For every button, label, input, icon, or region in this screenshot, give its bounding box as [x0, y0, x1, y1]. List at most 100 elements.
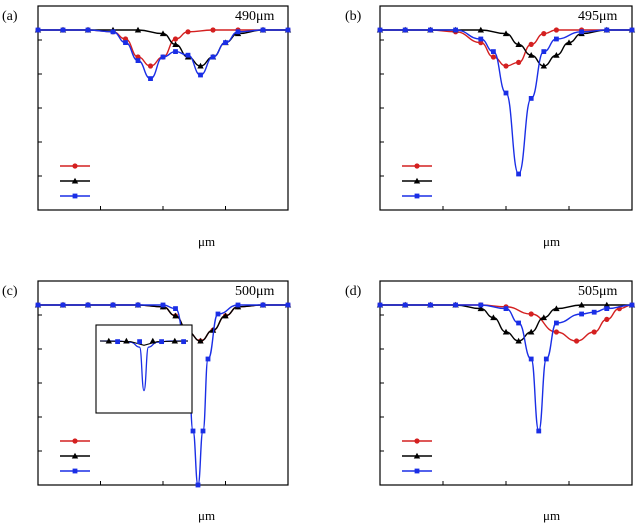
data-point-blue-b: [453, 27, 458, 33]
annotation-c: 500μm: [235, 284, 275, 299]
panel-label-a: (a): [2, 9, 18, 24]
legend-marker-red-d: [414, 438, 420, 444]
data-point-blue-a: [210, 54, 216, 60]
data-point-red-b: [516, 59, 522, 65]
inset-point-black: [123, 337, 130, 344]
data-point-blue-d: [604, 306, 610, 311]
data-point-blue-b: [579, 29, 584, 35]
legend-marker-red-a: [72, 163, 78, 169]
data-point-blue-a: [35, 27, 41, 33]
legend-marker-black-a: [71, 177, 79, 184]
data-point-blue-c: [205, 356, 211, 362]
data-point-red-d: [528, 311, 534, 317]
legend-marker-blue-b: [414, 193, 420, 199]
inset-point-black: [149, 337, 156, 344]
data-point-black-d: [578, 301, 585, 308]
data-point-blue-c: [135, 302, 141, 308]
inset-point-black: [105, 337, 112, 344]
data-point-red-d: [604, 316, 610, 322]
data-point-blue-b: [516, 171, 521, 177]
data-point-blue-d: [591, 309, 597, 315]
data-point-blue-d: [478, 302, 484, 308]
data-point-black-b: [565, 39, 573, 46]
legend-marker-black-b: [413, 177, 421, 184]
data-point-black-d: [490, 314, 497, 321]
data-point-blue-c: [285, 302, 291, 308]
data-point-black-b: [502, 30, 510, 37]
data-point-red-b: [553, 27, 560, 33]
data-point-red-d: [573, 338, 580, 344]
data-point-black-b: [515, 41, 522, 47]
legend-marker-blue-a: [72, 193, 78, 199]
data-point-blue-d: [453, 302, 458, 308]
data-point-blue-d: [554, 320, 559, 326]
data-point-red-a: [210, 27, 216, 33]
data-point-blue-c: [173, 306, 178, 311]
panel-label-d: (d): [345, 284, 362, 299]
data-point-blue-d: [428, 302, 433, 308]
data-point-black-c: [222, 312, 229, 319]
data-point-red-a: [147, 63, 154, 69]
data-point-blue-b: [541, 49, 547, 54]
data-point-blue-b: [604, 27, 610, 33]
data-point-blue-b: [629, 27, 635, 33]
data-point-red-d: [591, 329, 597, 335]
data-point-blue-b: [402, 27, 408, 33]
data-point-blue-c: [85, 302, 91, 308]
data-point-blue-a: [285, 27, 291, 33]
data-point-blue-c: [215, 311, 221, 317]
inset-point-black: [171, 337, 178, 344]
data-point-black-b: [477, 26, 484, 33]
data-point-black-a: [197, 62, 204, 69]
annotation-b: 495μm: [578, 9, 618, 24]
data-point-blue-d: [543, 356, 549, 362]
data-point-blue-c: [110, 302, 116, 308]
xlabel-d: μm: [543, 508, 560, 523]
data-point-red-a: [172, 36, 179, 42]
series-line-blue-b: [380, 29, 632, 175]
legend-marker-black-d: [413, 452, 421, 459]
data-point-black-c: [197, 337, 204, 344]
series-line-blue-d: [380, 304, 633, 432]
data-point-black-d: [603, 301, 610, 308]
data-point-blue-a: [185, 52, 191, 58]
data-point-black-a: [159, 30, 167, 37]
data-point-blue-a: [235, 29, 241, 35]
data-point-blue-a: [110, 29, 116, 35]
data-point-blue-d: [579, 311, 584, 317]
data-point-red-b: [490, 54, 496, 60]
data-point-black-b: [553, 52, 560, 58]
data-point-black-a: [172, 41, 179, 47]
data-point-black-d: [477, 305, 484, 312]
data-point-blue-a: [223, 40, 228, 45]
data-point-blue-c: [60, 302, 66, 308]
data-point-blue-a: [260, 27, 266, 33]
data-point-blue-b: [491, 49, 496, 54]
inset-point-blue: [137, 339, 142, 345]
data-point-blue-c: [35, 302, 41, 308]
legend-marker-red-c: [72, 438, 78, 444]
data-point-black-d: [553, 305, 560, 312]
data-point-blue-c: [190, 428, 196, 434]
data-point-blue-b: [528, 96, 534, 101]
data-point-blue-d: [528, 356, 534, 362]
data-point-blue-b: [428, 27, 433, 33]
inset-frame: [95, 324, 193, 414]
data-point-blue-d: [629, 302, 635, 308]
data-point-blue-d: [516, 320, 521, 326]
data-point-blue-a: [60, 27, 66, 33]
panel-label-b: (b): [345, 9, 362, 24]
data-point-black-d: [502, 328, 510, 335]
data-point-black-c: [172, 312, 179, 319]
data-point-blue-b: [503, 90, 509, 96]
data-point-red-b: [528, 41, 534, 48]
xlabel-c: μm: [198, 508, 215, 523]
data-point-blue-d: [536, 428, 542, 434]
data-point-blue-a: [123, 40, 128, 45]
data-point-blue-a: [160, 54, 166, 60]
data-point-red-b: [541, 30, 547, 37]
data-point-black-b: [540, 62, 547, 69]
data-point-blue-d: [503, 306, 509, 311]
data-point-red-a: [185, 29, 191, 35]
